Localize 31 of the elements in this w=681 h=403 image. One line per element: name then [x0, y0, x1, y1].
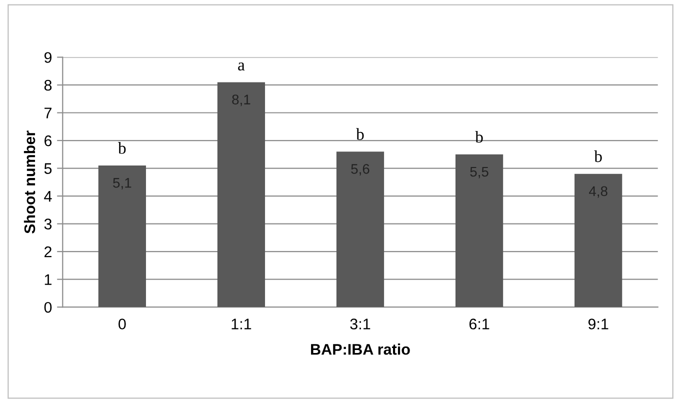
x-tick-label: 3:1	[350, 318, 370, 330]
x-tick-label: 6:1	[469, 318, 490, 330]
y-tick-label: 7	[44, 108, 52, 118]
y-tick-label: 9	[44, 52, 52, 63]
data-label: 5,5	[470, 166, 488, 178]
annotation: b	[118, 142, 126, 154]
y-axis-title: Shoot number	[24, 130, 36, 234]
annotation: b	[475, 130, 483, 143]
bar	[98, 166, 146, 308]
x-tick-label: 1:1	[232, 318, 252, 330]
y-tick-label: 1	[44, 274, 52, 285]
y-tick-label: 6	[44, 135, 52, 146]
annotation: b	[356, 128, 364, 140]
data-label: 4,8	[588, 186, 608, 198]
data-label: 5,6	[351, 164, 370, 176]
bar	[455, 154, 504, 308]
bar	[217, 82, 266, 308]
y-tick-label: 8	[44, 80, 52, 91]
x-tick-label: 9:1	[588, 318, 608, 330]
annotation: a	[238, 62, 245, 70]
bar	[336, 152, 384, 308]
y-tick-label: 3	[44, 218, 52, 230]
data-label: 8,1	[232, 94, 250, 106]
y-tick-label: 0	[44, 302, 52, 313]
annotation: b	[594, 150, 602, 162]
y-tick-label: 4	[44, 191, 52, 202]
y-tick-label: 2	[44, 246, 52, 258]
x-tick-label: 0	[118, 318, 126, 330]
bar	[574, 174, 622, 308]
y-tick-label: 5	[44, 163, 52, 174]
x-axis-title: BAP:IBA ratio	[311, 344, 410, 355]
